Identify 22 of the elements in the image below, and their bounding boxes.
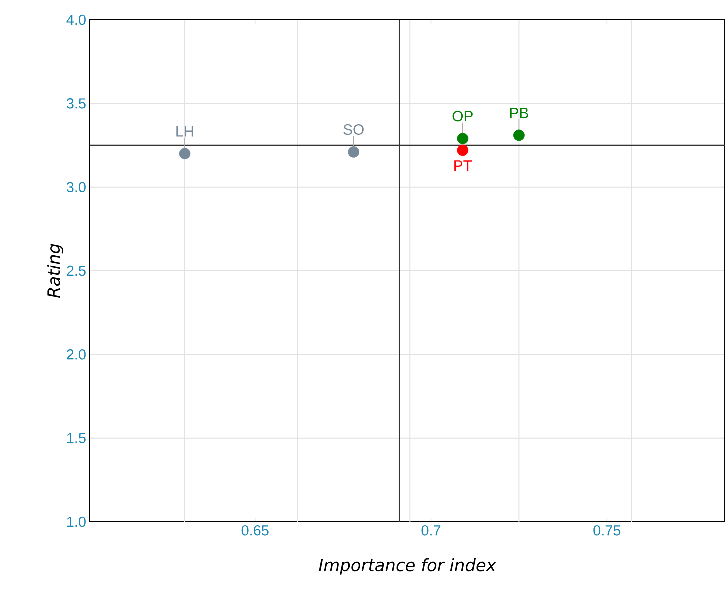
x-tick-label: 0.7 bbox=[422, 526, 441, 536]
point bbox=[514, 130, 525, 142]
point bbox=[457, 133, 469, 144]
y-tick-label: 2.5 bbox=[67, 266, 86, 276]
point bbox=[348, 146, 360, 158]
y-tick-label: 1.5 bbox=[67, 433, 86, 444]
y-tick-label: 3.5 bbox=[66, 98, 86, 109]
annotation: PB bbox=[510, 108, 528, 118]
y-axis-title: Rating bbox=[47, 244, 64, 298]
x-axis-title: Importance for index bbox=[319, 558, 497, 575]
point bbox=[179, 148, 191, 160]
y-tick-label: 2.0 bbox=[67, 350, 86, 360]
annotation: OP bbox=[452, 111, 473, 122]
x-tick-label: 0.75 bbox=[594, 526, 621, 536]
y-tick-label: 4.0 bbox=[66, 14, 86, 26]
point bbox=[457, 144, 469, 156]
y-tick-label: 3.0 bbox=[66, 182, 86, 192]
x-tick-label: 0.65 bbox=[242, 526, 269, 536]
y-tick-label: 1.0 bbox=[67, 516, 86, 528]
annotation: LH bbox=[176, 126, 194, 137]
annotation: SO bbox=[344, 124, 364, 136]
annotation: PT bbox=[454, 160, 472, 171]
